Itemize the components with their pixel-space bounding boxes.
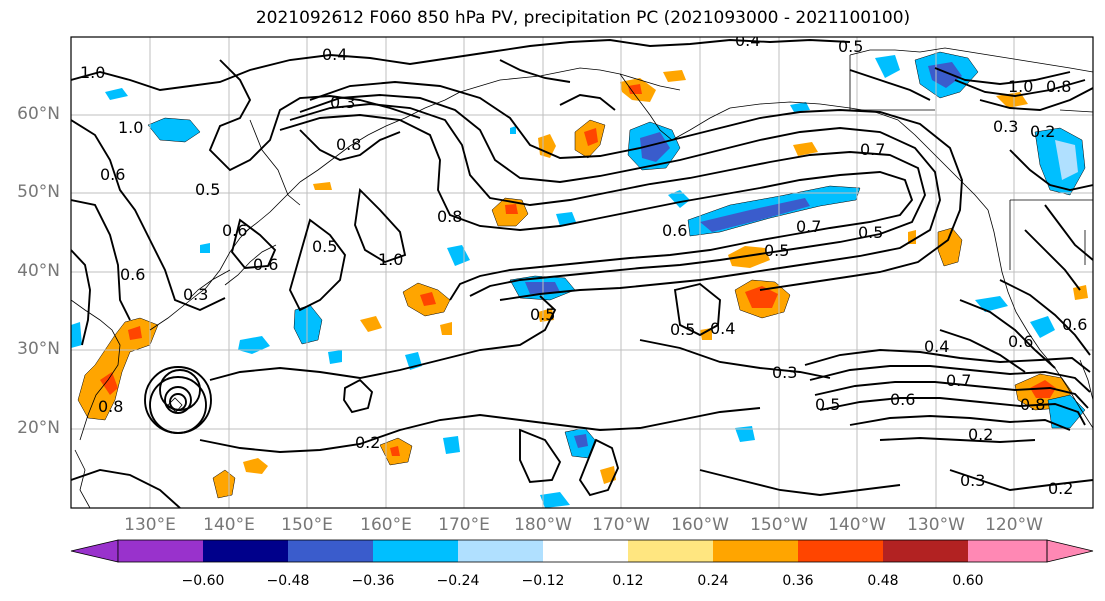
pv-contours xyxy=(71,39,1093,508)
contour-label: 0.5 xyxy=(530,305,555,324)
colorbar-tick-label: −0.24 xyxy=(436,573,480,589)
contour-label: 0.3 xyxy=(183,285,208,304)
contour-label: 0.5 xyxy=(858,223,883,242)
lon-label: 160°W xyxy=(671,515,729,535)
contour-label: 0.2 xyxy=(1048,479,1073,498)
lat-label: 60°N xyxy=(17,104,60,124)
contour-label: 0.7 xyxy=(860,140,885,159)
contour-label: 0.5 xyxy=(838,37,863,56)
colorbar-tick-label: 0.36 xyxy=(782,573,814,589)
contour-label: 0.6 xyxy=(253,255,278,274)
colorbar-tick-label: 0.48 xyxy=(867,573,899,589)
contour-label: 0.2 xyxy=(968,425,993,444)
lon-label: 160°E xyxy=(360,515,412,535)
map-title: 2021092612 F060 850 hPa PV, precipitatio… xyxy=(255,8,911,28)
contour-label: 0.6 xyxy=(1008,332,1033,351)
map-frame xyxy=(70,36,1094,509)
lat-label: 40°N xyxy=(17,261,60,281)
contour-label: 0.5 xyxy=(312,237,337,256)
colorbar-tick-label: −0.60 xyxy=(181,573,225,589)
lon-label: 180°W xyxy=(514,515,572,535)
lon-label: 170°E xyxy=(438,515,490,535)
contour-label: 0.2 xyxy=(355,433,380,452)
colorbar-tick-label: −0.36 xyxy=(351,573,395,589)
pv-contour-labels: 0.4 0.3 1.0 0.5 0.6 0.6 1.0 0.8 0.5 0.4 … xyxy=(80,31,1087,498)
lon-label: 140°E xyxy=(203,515,255,535)
lon-label: 150°W xyxy=(750,515,808,535)
contour-label: 0.3 xyxy=(772,363,797,382)
contour-label: 0.6 xyxy=(890,390,915,409)
contour-label: 0.5 xyxy=(815,395,840,414)
lat-label: 50°N xyxy=(17,182,60,202)
coastlines xyxy=(71,47,1093,508)
lat-label: 30°N xyxy=(17,339,60,359)
colorbar-tick-label: −0.48 xyxy=(266,573,310,589)
contour-label: 0.3 xyxy=(960,471,985,490)
contour-label: 0.7 xyxy=(796,217,821,236)
lon-label: 140°W xyxy=(828,515,886,535)
contour-label: 1.0 xyxy=(118,118,143,137)
lon-label: 130°E xyxy=(124,515,176,535)
contour-label: 0.2 xyxy=(1030,122,1055,141)
contour-label: 0.8 xyxy=(1046,77,1071,96)
contour-label: 0.7 xyxy=(946,371,971,390)
contour-label: 0.6 xyxy=(120,265,145,284)
colorbar-tick-label: 0.60 xyxy=(952,573,984,589)
contour-label: 1.0 xyxy=(80,63,105,82)
lat-label: 20°N xyxy=(17,418,60,438)
contour-label: 1.0 xyxy=(1008,77,1033,96)
contour-label: 0.5 xyxy=(195,180,220,199)
colorbar-tick-label: 0.24 xyxy=(697,573,729,589)
contour-label: 0.6 xyxy=(100,165,125,184)
graticule xyxy=(71,37,1093,508)
contour-label: 0.4 xyxy=(924,337,949,356)
contour-label: 0.5 xyxy=(764,241,789,260)
contour-label: 0.8 xyxy=(336,135,361,154)
contour-label: 0.6 xyxy=(662,221,687,240)
contour-label: 1.0 xyxy=(378,250,403,269)
contour-label: 0.4 xyxy=(710,319,735,338)
contour-label: 0.8 xyxy=(437,207,462,226)
map-panel: 0.4 0.3 1.0 0.5 0.6 0.6 1.0 0.8 0.5 0.4 … xyxy=(70,31,1094,509)
lon-label: 120°W xyxy=(985,515,1043,535)
lon-label: 150°E xyxy=(281,515,333,535)
contour-label: 0.4 xyxy=(322,45,347,64)
lon-label: 130°W xyxy=(907,515,965,535)
contour-label: 0.4 xyxy=(735,31,760,50)
lon-label: 170°W xyxy=(592,515,650,535)
contour-label: 0.3 xyxy=(330,93,355,112)
contour-label: 0.6 xyxy=(222,221,247,240)
contour-label: 0.6 xyxy=(1062,315,1087,334)
contour-label: 0.5 xyxy=(670,320,695,339)
colorbar-tick-label: −0.12 xyxy=(521,573,565,589)
contour-label: 0.8 xyxy=(1020,395,1045,414)
colorbar-tick-label: 0.12 xyxy=(612,573,644,589)
contour-label: 0.3 xyxy=(993,117,1018,136)
contour-label: 0.8 xyxy=(98,397,123,416)
